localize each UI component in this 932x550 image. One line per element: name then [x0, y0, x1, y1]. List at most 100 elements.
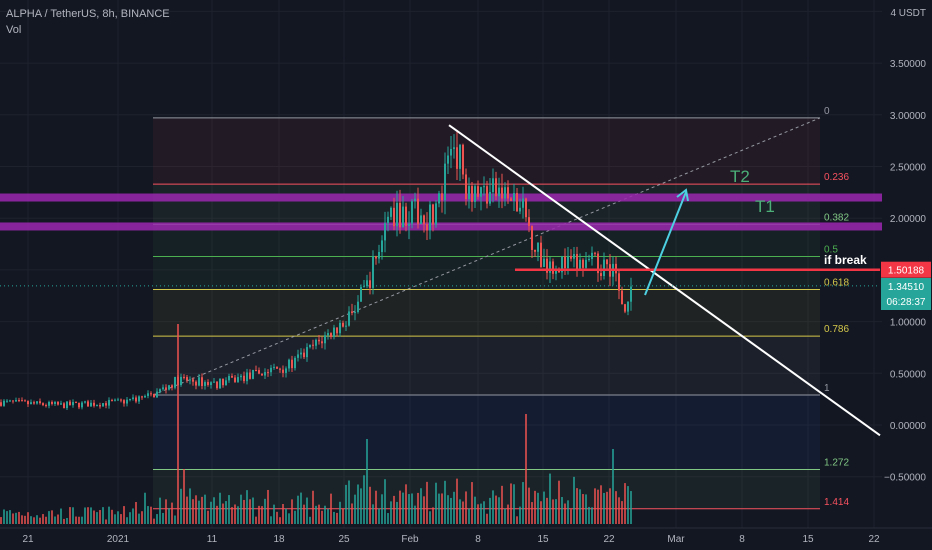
- time-axis-tick: 22: [868, 534, 880, 545]
- candle-body: [48, 401, 50, 406]
- candle-body: [24, 400, 26, 402]
- fib-level-label: 0.618: [824, 278, 849, 289]
- candle-body: [474, 186, 476, 202]
- volume-bar: [312, 490, 314, 524]
- candle-body: [138, 396, 140, 402]
- candle-body: [522, 198, 524, 208]
- candle-body: [117, 399, 119, 401]
- volume-bar: [582, 494, 584, 524]
- target-arrow-shaft: [644, 191, 687, 296]
- candle-body: [174, 377, 176, 388]
- volume-bar: [369, 486, 371, 524]
- volume-bar: [198, 500, 200, 524]
- volume-bar: [543, 491, 545, 524]
- time-axis-tick: 21: [22, 534, 34, 545]
- volume-bar: [252, 497, 254, 524]
- candle-body: [597, 253, 599, 274]
- volume-bar: [123, 506, 125, 524]
- candle-body: [363, 286, 365, 288]
- volume-bar: [465, 491, 467, 524]
- volume-bar: [513, 484, 515, 524]
- candle-body: [345, 325, 347, 327]
- candle-body: [96, 405, 98, 407]
- candle-body: [402, 206, 404, 228]
- candle-body: [171, 385, 173, 388]
- volume-bar: [102, 507, 104, 524]
- volume-bar: [114, 514, 116, 524]
- candle-body: [6, 400, 8, 402]
- candle-body: [84, 401, 86, 403]
- candle-body: [504, 187, 506, 199]
- candle-body: [546, 258, 548, 273]
- volume-bar: [408, 494, 410, 524]
- price-axis-tick: 2.00000: [890, 214, 927, 225]
- candle-body: [225, 380, 227, 386]
- volume-bar: [27, 512, 29, 524]
- candle-body: [120, 399, 122, 401]
- candle-body: [279, 368, 281, 370]
- volume-bar: [378, 508, 380, 524]
- candle-body: [90, 402, 92, 407]
- volume-bar: [78, 516, 80, 524]
- candle-body: [15, 400, 17, 402]
- volume-bar: [315, 505, 317, 524]
- volume-bar: [396, 501, 398, 524]
- candle-body: [552, 261, 554, 274]
- fib-level-label: 0.382: [824, 212, 849, 223]
- candle-body: [129, 399, 131, 401]
- fib-level-label: 0: [824, 106, 830, 117]
- volume-bar: [351, 503, 353, 524]
- candle-body: [495, 178, 497, 197]
- candle-body: [423, 215, 425, 225]
- volume-bar: [429, 511, 431, 524]
- volume-bar: [624, 483, 626, 524]
- candle-body: [258, 370, 260, 374]
- volume-bar: [285, 508, 287, 524]
- volume-bar: [597, 489, 599, 524]
- candle-body: [288, 359, 290, 369]
- candle-body: [630, 286, 632, 302]
- fib-level-label: 1: [824, 383, 830, 394]
- candle-body: [369, 280, 371, 288]
- candle-body: [36, 401, 38, 404]
- volume-bar: [261, 506, 263, 524]
- fib-level-label: 0.786: [824, 324, 849, 335]
- candle-body: [387, 216, 389, 224]
- candle-body: [453, 147, 455, 149]
- candle-body: [549, 261, 551, 273]
- symbol-title: ALPHA / TetherUS, 8h, BINANCE: [6, 8, 170, 20]
- candle-body: [45, 405, 47, 407]
- volume-bar: [303, 504, 305, 524]
- volume-bar: [354, 494, 356, 524]
- volume-bar: [33, 517, 35, 524]
- volume-bar: [132, 508, 134, 524]
- candle-body: [606, 259, 608, 265]
- candle-body: [168, 385, 170, 390]
- candle-body: [267, 372, 269, 374]
- candle-body: [426, 224, 428, 231]
- volume-bar: [66, 517, 68, 524]
- volume-bar: [228, 495, 230, 524]
- volume-bar: [366, 439, 368, 524]
- volume-bar: [108, 506, 110, 524]
- candle-body: [384, 223, 386, 241]
- candle-body: [264, 372, 266, 376]
- volume-bar: [273, 504, 275, 524]
- volume-bar: [537, 492, 539, 524]
- candle-body: [159, 389, 161, 392]
- volume-bar: [270, 516, 272, 524]
- candle-body: [93, 402, 95, 406]
- candle-body: [375, 256, 377, 259]
- candle-body: [303, 352, 305, 358]
- fib-zone: [153, 336, 820, 396]
- candle-body: [501, 187, 503, 199]
- volume-bar: [156, 514, 158, 524]
- candle-body: [342, 322, 344, 327]
- candle-body: [360, 287, 362, 302]
- label-if-break: if break: [824, 253, 867, 267]
- candle-body: [498, 187, 500, 197]
- level-price-tag: [881, 261, 931, 278]
- candle-body: [588, 259, 590, 261]
- volume-bar: [495, 495, 497, 524]
